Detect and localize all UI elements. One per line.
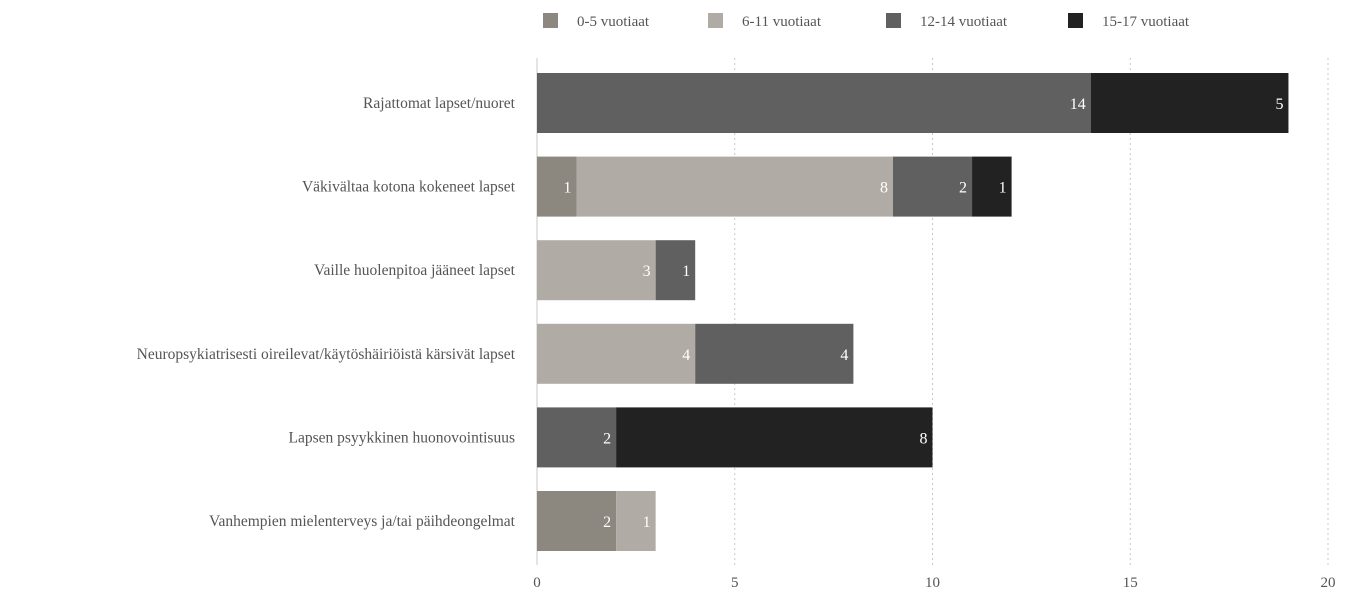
bar-15-17-vuotiaat-row-2 <box>972 156 1012 217</box>
data-label-6-11-vuotiaat-row-4: 4 <box>682 347 690 364</box>
data-label-12-14-vuotiaat-row-4: 4 <box>840 347 848 364</box>
grid <box>536 58 1329 565</box>
x-tick-label-0: 0 <box>533 575 541 591</box>
category-label-6: Vanhempien mielenterveys ja/tai päihdeon… <box>209 513 516 530</box>
x-tick-label-5: 5 <box>731 575 739 591</box>
bar-6-11-vuotiaat-row-6 <box>616 491 656 551</box>
legend-swatch-0-5-vuotiaat <box>543 13 558 28</box>
category-label-1: Rajattomat lapset/nuoret <box>363 95 516 112</box>
data-label-6-11-vuotiaat-row-3: 3 <box>643 263 651 280</box>
data-label-6-11-vuotiaat-row-6: 1 <box>643 514 651 531</box>
legend-swatch-15-17-vuotiaat <box>1068 13 1083 28</box>
data-label-6-11-vuotiaat-row-2: 8 <box>880 180 888 197</box>
bar-12-14-vuotiaat-row-1 <box>537 73 1091 133</box>
bar-0-5-vuotiaat-row-6 <box>537 491 617 551</box>
bar-12-14-vuotiaat-row-5 <box>537 407 617 468</box>
legend-swatch-12-14-vuotiaat <box>886 13 901 28</box>
data-label-12-14-vuotiaat-row-5: 2 <box>603 430 611 447</box>
data-label-12-14-vuotiaat-row-1: 14 <box>1070 96 1086 113</box>
data-label-0-5-vuotiaat-row-6: 2 <box>603 514 611 531</box>
data-label-12-14-vuotiaat-row-3: 1 <box>682 263 690 280</box>
x-tick-label-10: 10 <box>925 575 940 591</box>
data-label-15-17-vuotiaat-row-1: 5 <box>1275 96 1283 113</box>
bar-6-11-vuotiaat-row-4 <box>537 323 696 384</box>
bars: 14 51 8 2 13 14 42 82 1 <box>537 73 1289 551</box>
bar-0-5-vuotiaat-row-2 <box>537 156 577 217</box>
legend-label-15-17-vuotiaat: 15-17 vuotiaat <box>1102 14 1190 30</box>
bar-15-17-vuotiaat-row-1 <box>1090 73 1289 133</box>
x-tick-label-15: 15 <box>1123 575 1138 591</box>
legend-swatch-6-11-vuotiaat <box>708 13 723 28</box>
legend-label-0-5-vuotiaat: 0-5 vuotiaat <box>577 14 650 30</box>
category-labels: Rajattomat lapset/nuoret Väkivältaa koton… <box>137 95 516 530</box>
data-label-15-17-vuotiaat-row-2: 1 <box>999 180 1007 197</box>
category-label-3: Vaille huolenpitoa jääneet lapset <box>314 262 516 279</box>
legend: 0-5 vuotiaat 6-11 vuotiaat 12-14 vuotiaat 1… <box>543 13 1190 30</box>
bar-12-14-vuotiaat-row-2 <box>892 156 973 217</box>
legend-label-12-14-vuotiaat: 12-14 vuotiaat <box>920 14 1008 30</box>
data-label-0-5-vuotiaat-row-2: 1 <box>564 180 572 197</box>
bar-6-11-vuotiaat-row-3 <box>537 240 656 301</box>
x-axis-ticks: 0 5 10 15 20 <box>533 575 1335 591</box>
category-label-2: Väkivältaa kotona kokeneet lapset <box>302 179 516 196</box>
category-label-5: Lapsen psyykkinen huonovointisuus <box>289 429 515 446</box>
bar-12-14-vuotiaat-row-4 <box>695 323 854 384</box>
category-label-4: Neuropsykiatrisesti oireilevat/käytöshäi… <box>137 346 516 363</box>
x-tick-label-20: 20 <box>1321 575 1336 591</box>
legend-label-6-11-vuotiaat: 6-11 vuotiaat <box>742 14 822 30</box>
data-label-15-17-vuotiaat-row-5: 8 <box>920 430 928 447</box>
bar-15-17-vuotiaat-row-5 <box>616 407 933 468</box>
bar-12-14-vuotiaat-row-3 <box>655 240 696 301</box>
bar-6-11-vuotiaat-row-2 <box>576 156 893 217</box>
data-label-12-14-vuotiaat-row-2: 2 <box>959 180 967 197</box>
